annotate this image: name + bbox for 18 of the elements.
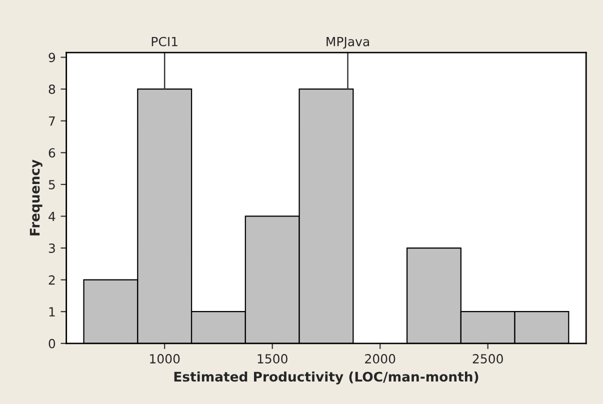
y-tick-label: 2 (48, 275, 55, 285)
y-tick-label: 5 (48, 180, 55, 190)
y-axis-title: Frequency (30, 160, 42, 236)
y-tick-label: 9 (48, 52, 56, 62)
x-tick-label: 1000 (150, 354, 180, 364)
y-tick-label: 3 (48, 244, 55, 253)
x-tick-label: 2000 (365, 354, 396, 364)
x-axis-title: Estimated Productivity (LOC/man-month) (174, 371, 478, 384)
x-tick-label: 1500 (258, 354, 288, 364)
y-tick-label: 8 (48, 84, 56, 94)
y-tick-label: 1 (49, 307, 55, 316)
y-tick-label: 4 (48, 212, 56, 221)
y-tick-label: 0 (48, 338, 56, 348)
x-tick-label: 2500 (472, 354, 503, 364)
y-tick-label: 6 (48, 148, 56, 158)
annotation: MPJava (326, 36, 369, 49)
y-tick-label: 7 (48, 116, 55, 126)
annotation: PCI1 (152, 36, 178, 46)
